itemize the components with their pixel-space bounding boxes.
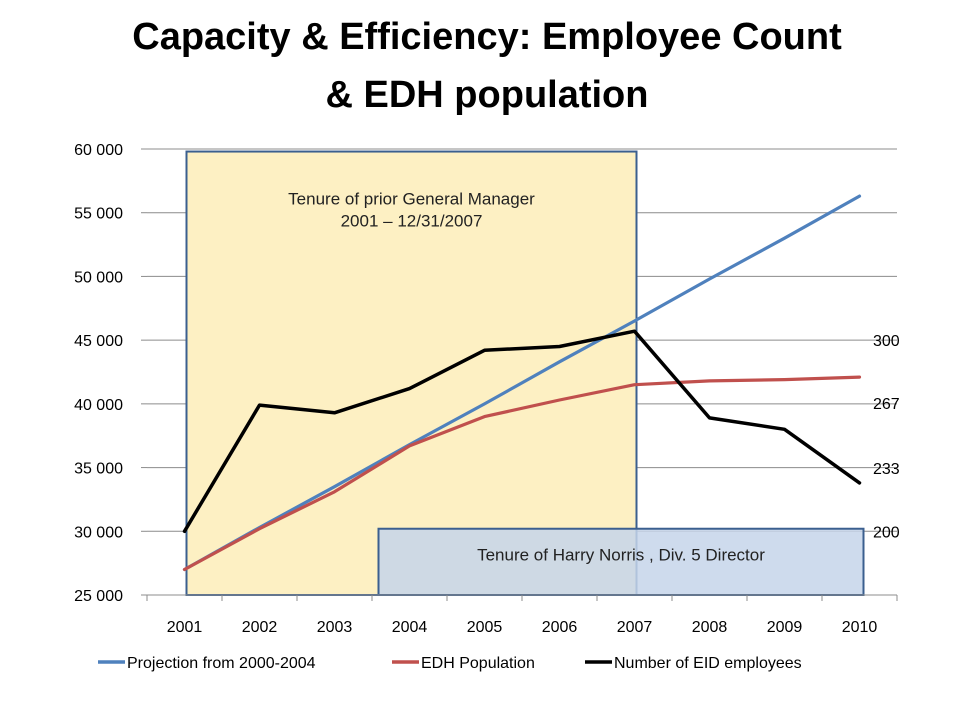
chart-title: Capacity & Efficiency: Employee Count & … [0, 8, 960, 124]
y-left-tick-label: 50 000 [74, 269, 123, 286]
y-left-tick-label: 35 000 [74, 461, 123, 478]
y-left-tick-label: 25 000 [74, 588, 123, 605]
series-line-1 [182, 194, 862, 572]
series-line-2 [182, 375, 862, 572]
x-tick-label: 2001 [167, 619, 203, 636]
x-tick-label: 2002 [242, 619, 278, 636]
y-right-tick-label: 200 [873, 524, 900, 541]
x-tick-label: 2010 [842, 619, 878, 636]
annotation-prior-gm-box [185, 150, 638, 596]
x-tick-label: 2008 [692, 619, 728, 636]
y-right-tick-label: 300 [873, 333, 900, 350]
x-tick-label: 2004 [392, 619, 428, 636]
y-left-tick-label: 45 000 [74, 333, 123, 350]
legend-label: Number of EID employees [614, 655, 802, 672]
x-tick-label: 2005 [467, 619, 503, 636]
chart-title-line-2: & EDH population [325, 74, 649, 116]
x-tick-label: 2007 [617, 619, 653, 636]
legend-label: EDH Population [421, 655, 535, 672]
legend-label: Projection from 2000-2004 [127, 655, 316, 672]
y-right-tick-label: 267 [873, 396, 900, 413]
series-lines [182, 194, 862, 572]
chart-title-line-1: Capacity & Efficiency: Employee Count [132, 16, 842, 58]
series-line-3 [182, 329, 862, 534]
y-left-tick-label: 30 000 [74, 524, 123, 541]
y-left-tick-label: 40 000 [74, 397, 123, 414]
x-tick-label: 2006 [542, 619, 578, 636]
y-right-tick-label: 233 [873, 461, 900, 478]
annotation-prior-gm-line-2: 2001 – 12/31/2007 [341, 212, 483, 231]
y-left-tick-label: 55 000 [74, 206, 123, 223]
x-tick-label: 2003 [317, 619, 353, 636]
axes: 25 000 30 000 35 000 40 000 45 000 50 000 55 0… [74, 142, 900, 636]
annotation-prior-gm: Tenure of prior General Manager 2001 – 1… [185, 150, 638, 596]
annotation-prior-gm-line-1: Tenure of prior General Manager [288, 189, 535, 208]
annotation-harry-norris-line-1: Tenure of Harry Norris , Div. 5 Director [477, 546, 765, 565]
y-left-tick-label: 60 000 [74, 142, 123, 159]
annotation-harry-norris-box [377, 527, 865, 596]
annotation-harry-norris: Tenure of Harry Norris , Div. 5 Director [377, 527, 865, 596]
legend: Projection from 2000-2004 EDH Population N… [98, 655, 802, 672]
x-tick-label: 2009 [767, 619, 803, 636]
